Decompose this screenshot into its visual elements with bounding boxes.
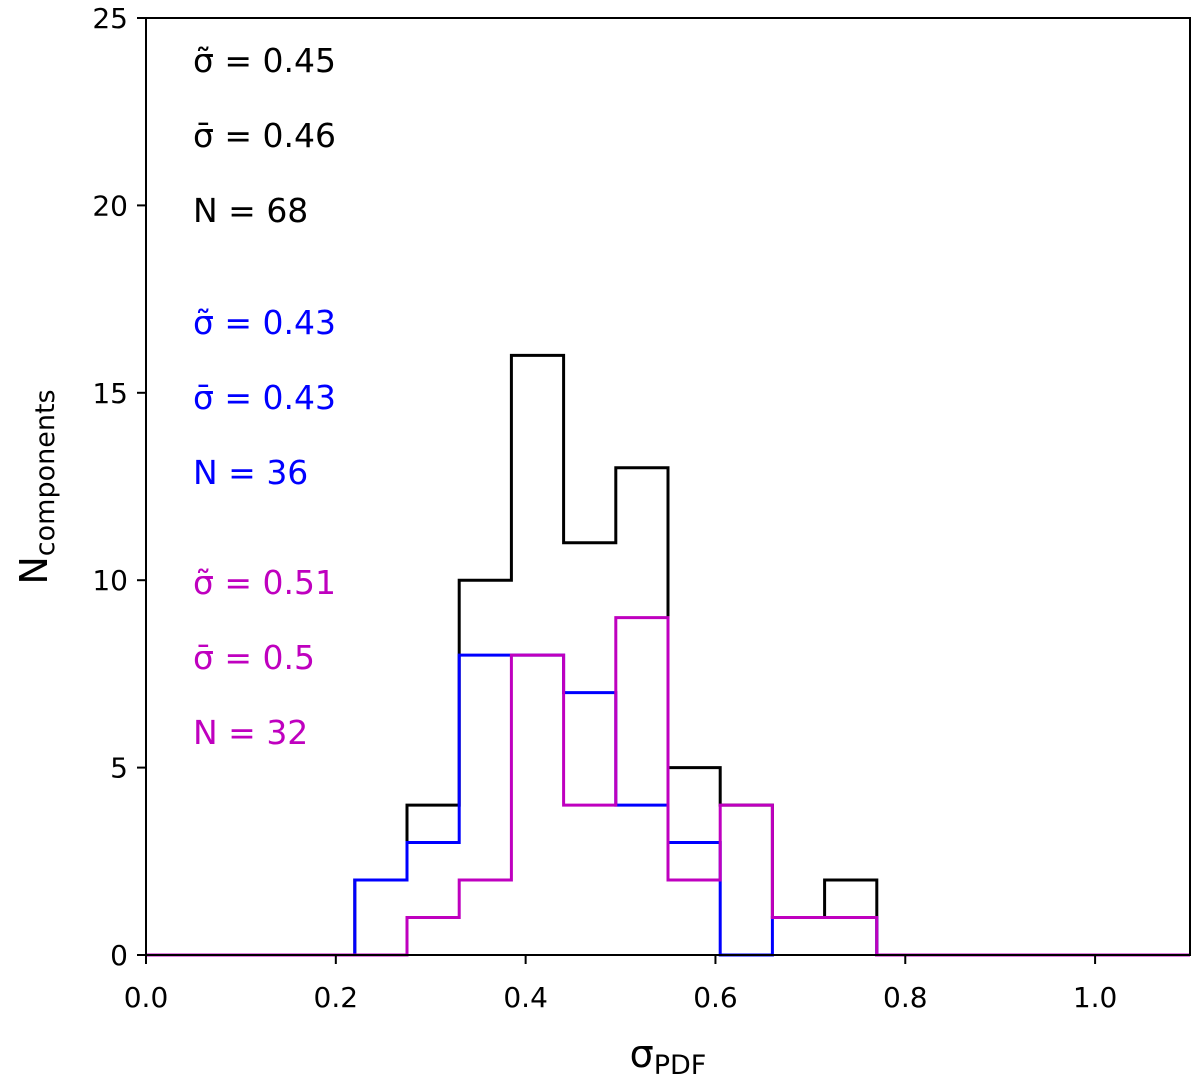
- stats-all-line-1: σ̄ = 0.46: [193, 116, 336, 155]
- x-tick-label: 0.4: [503, 981, 548, 1014]
- bar-blue-bin-12: [772, 918, 824, 955]
- x-axis-ticks: 0.0 0.2 0.4 0.6 0.8 1.0: [124, 955, 1118, 1014]
- x-tick-label: 0.2: [314, 981, 359, 1014]
- bar-magenta-bin-5: [407, 918, 459, 955]
- plot-frame: [145, 17, 1191, 956]
- x-axis-label-sub: PDF: [654, 1050, 707, 1079]
- stats-blue-line-2: N = 36: [193, 453, 308, 492]
- stats-magenta-line-2: N = 32: [193, 713, 308, 752]
- y-tick-label: 0: [110, 939, 128, 972]
- y-axis-ticks: 0 5 10 15 20 25: [92, 2, 146, 972]
- bar-blue-bin-10: [668, 843, 720, 955]
- stats-blue-line-0: σ̃ = 0.43: [193, 303, 336, 342]
- bar-blue-bin-7: [511, 655, 563, 955]
- x-tick-label: 0.0: [124, 981, 169, 1014]
- x-axis-label-main: σ: [630, 1032, 654, 1076]
- stats-all-line-0: σ̃ = 0.45: [193, 41, 336, 80]
- x-axis-label: σPDF: [630, 1032, 707, 1079]
- bar-magenta-bin-8: [564, 805, 616, 955]
- y-tick-label: 20: [92, 189, 128, 222]
- bar-all-bin-4: [355, 880, 407, 955]
- bar-magenta-bin-12: [772, 918, 824, 955]
- bar-blue-bin-9: [616, 805, 668, 955]
- y-axis-label-sub: components: [30, 389, 61, 556]
- bar-blue-bin-8: [564, 693, 616, 955]
- bar-all-bin-11: [720, 805, 772, 955]
- x-tick-label: 1.0: [1073, 981, 1118, 1014]
- stats-magenta-line-1: σ̄ = 0.5: [193, 638, 315, 677]
- bar-blue-bin-13: [825, 918, 877, 955]
- bar-magenta-bin-13: [825, 918, 877, 955]
- bar-magenta-bin-11: [720, 805, 772, 955]
- y-axis-label: Ncomponents: [12, 389, 61, 584]
- bar-magenta-bin-7: [511, 655, 563, 955]
- bar-magenta-bin-6: [459, 880, 511, 955]
- stats-all: σ̃ = 0.45 σ̄ = 0.46 N = 68: [193, 41, 336, 230]
- y-tick-label: 25: [92, 2, 128, 35]
- stats-blue: σ̃ = 0.43 σ̄ = 0.43 N = 36: [193, 303, 336, 492]
- bar-all-bin-8: [564, 543, 616, 955]
- bar-all-bin-5: [407, 805, 459, 955]
- bar-all-bin-6: [459, 580, 511, 955]
- bar-blue-bin-6: [459, 655, 511, 955]
- x-tick-label: 0.6: [693, 981, 738, 1014]
- stats-magenta: σ̃ = 0.51 σ̄ = 0.5 N = 32: [193, 563, 336, 752]
- bar-magenta-bin-9: [616, 618, 668, 955]
- y-tick-label: 15: [92, 377, 128, 410]
- annotation-block: σ̃ = 0.45 σ̄ = 0.46 N = 68 σ̃ = 0.43 σ̄ = 0.…: [193, 41, 336, 752]
- bar-all-bin-10: [668, 768, 720, 955]
- stats-all-line-2: N = 68: [193, 191, 308, 230]
- bar-all-bin-9: [616, 468, 668, 955]
- y-axis-label-main: N: [12, 556, 56, 584]
- y-tick-label: 10: [92, 564, 128, 597]
- x-tick-label: 0.8: [883, 981, 928, 1014]
- y-tick-label: 5: [110, 752, 128, 785]
- bar-magenta-bin-10: [668, 880, 720, 955]
- bar-all-bin-12: [772, 918, 824, 955]
- stats-magenta-line-0: σ̃ = 0.51: [193, 563, 336, 602]
- bar-blue-bin-5: [407, 843, 459, 955]
- bar-blue-bin-4: [355, 880, 407, 955]
- stats-blue-line-1: σ̄ = 0.43: [193, 378, 336, 417]
